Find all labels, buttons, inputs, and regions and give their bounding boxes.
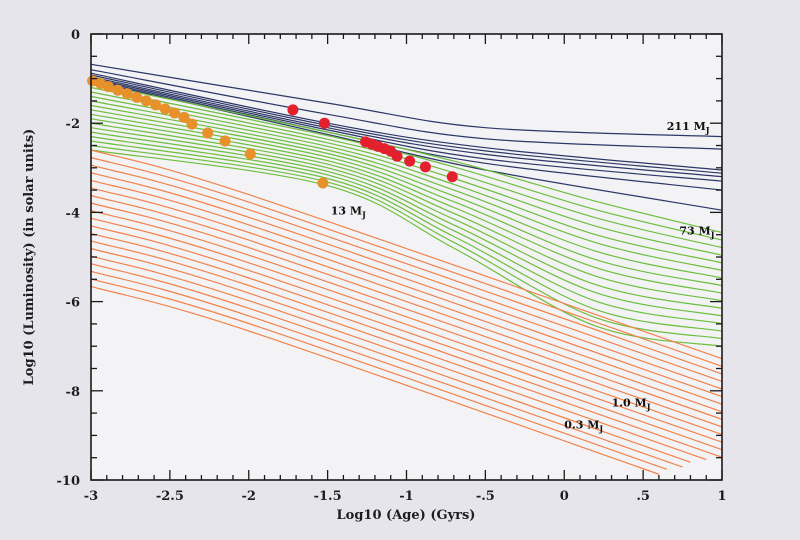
x-tick-label: -2.5 <box>156 489 184 504</box>
red-marker-1 <box>318 117 330 129</box>
x-tick-label: -1 <box>399 489 413 504</box>
orange-track-12 <box>90 240 723 451</box>
orange-marker-12 <box>202 127 214 139</box>
x-axis-label: Log10 (Age) (Gyrs) <box>337 508 476 523</box>
green-track-15 <box>90 149 723 347</box>
mass-label-3: 1.0 MJ <box>612 396 651 411</box>
mass-label-2: 13 MJ <box>331 205 366 220</box>
green-track-5 <box>90 104 723 271</box>
orange-track-17 <box>90 278 667 470</box>
x-tick-label: -1.5 <box>314 489 342 504</box>
orange-track-9 <box>90 217 723 428</box>
orange-marker-11 <box>186 118 198 130</box>
plot-frame <box>90 33 723 481</box>
orange-track-3 <box>90 172 723 382</box>
green-track-4 <box>90 100 723 264</box>
green-track-6 <box>90 109 723 279</box>
orange-track-14 <box>90 255 707 461</box>
x-tick-label: 1 <box>717 489 726 504</box>
orange-track-18 <box>90 285 660 475</box>
green-track-7 <box>90 113 723 287</box>
y-tick-label: -10 <box>57 474 81 489</box>
orange-marker-5 <box>131 91 143 103</box>
x-tick-label: -3 <box>84 489 98 504</box>
orange-marker-14 <box>244 148 256 160</box>
navy-track-5 <box>90 77 723 182</box>
orange-track-1 <box>90 156 723 367</box>
y-tick-label: -6 <box>66 296 80 311</box>
red-marker-8 <box>404 155 416 167</box>
green-track-11 <box>90 131 723 317</box>
orange-marker-10 <box>178 111 190 123</box>
y-tick-label: 0 <box>71 28 80 43</box>
navy-track-0 <box>90 63 723 138</box>
y-tick-labels: 0 -2 -4 -6 -8 -10 <box>57 28 81 489</box>
red-marker-7 <box>391 150 403 162</box>
orange-marker-9 <box>169 107 181 119</box>
orange-marker-15 <box>317 177 329 189</box>
orange-track-0 <box>90 149 723 360</box>
orange-marker-4 <box>121 88 133 100</box>
red-marker-10 <box>446 171 458 183</box>
green-track-10 <box>90 127 723 309</box>
navy-track-1 <box>90 69 723 150</box>
red-marker-0 <box>287 104 299 116</box>
orange-track-5 <box>90 187 723 398</box>
orange-marker-7 <box>150 99 162 111</box>
red-marker-9 <box>419 161 431 173</box>
navy-track-3 <box>90 74 723 174</box>
orange-track-8 <box>90 210 723 420</box>
green-track-2 <box>90 91 723 249</box>
navy-track-4 <box>90 76 723 178</box>
orange-marker-13 <box>219 135 231 147</box>
y-tick-label: -4 <box>66 206 80 221</box>
x-tick-labels: -3 -2.5 -2 -1.5 -1 -.5 0 .5 1 <box>84 489 727 504</box>
x-tick-label: -2 <box>242 489 256 504</box>
orange-track-11 <box>90 232 723 443</box>
mass-label-1: 73 MJ <box>679 225 714 240</box>
x-tick-label: -.5 <box>476 489 495 504</box>
green-track-13 <box>90 140 723 332</box>
orange-track-10 <box>90 225 723 436</box>
orange-track-6 <box>90 194 723 405</box>
x-tick-label: 0 <box>560 489 569 504</box>
mass-annotations: 211 MJ 73 MJ 13 MJ 1.0 MJ 0.3 MJ <box>331 120 715 434</box>
orange-track-16 <box>90 270 683 468</box>
y-tick-label: -8 <box>66 385 80 400</box>
green-track-0 <box>90 82 723 234</box>
y-tick-label: -2 <box>66 117 80 132</box>
navy-track-2 <box>90 72 723 171</box>
x-tick-label: .5 <box>636 489 650 504</box>
evolution-tracks <box>90 63 723 475</box>
green-track-1 <box>90 86 723 241</box>
orange-marker-8 <box>159 103 171 115</box>
green-track-12 <box>90 136 723 325</box>
orange-track-7 <box>90 202 723 413</box>
orange-track-13 <box>90 247 723 458</box>
orange-track-4 <box>90 179 723 390</box>
orange-marker-6 <box>140 95 152 107</box>
orange-track-15 <box>90 263 691 463</box>
orange-track-2 <box>90 164 723 375</box>
mass-label-4: 0.3 MJ <box>564 419 603 434</box>
orange-marker-3 <box>112 84 124 96</box>
mass-label-0: 211 MJ <box>667 120 710 135</box>
orange-marker-2 <box>102 81 114 93</box>
y-axis-label: Log10 (Luminosity) (in solar units) <box>22 129 37 386</box>
